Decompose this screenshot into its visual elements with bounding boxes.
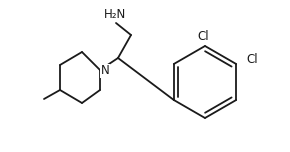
Text: H₂N: H₂N (104, 9, 126, 21)
Text: N: N (101, 64, 109, 78)
Text: Cl: Cl (197, 29, 209, 43)
Text: Cl: Cl (246, 54, 258, 66)
